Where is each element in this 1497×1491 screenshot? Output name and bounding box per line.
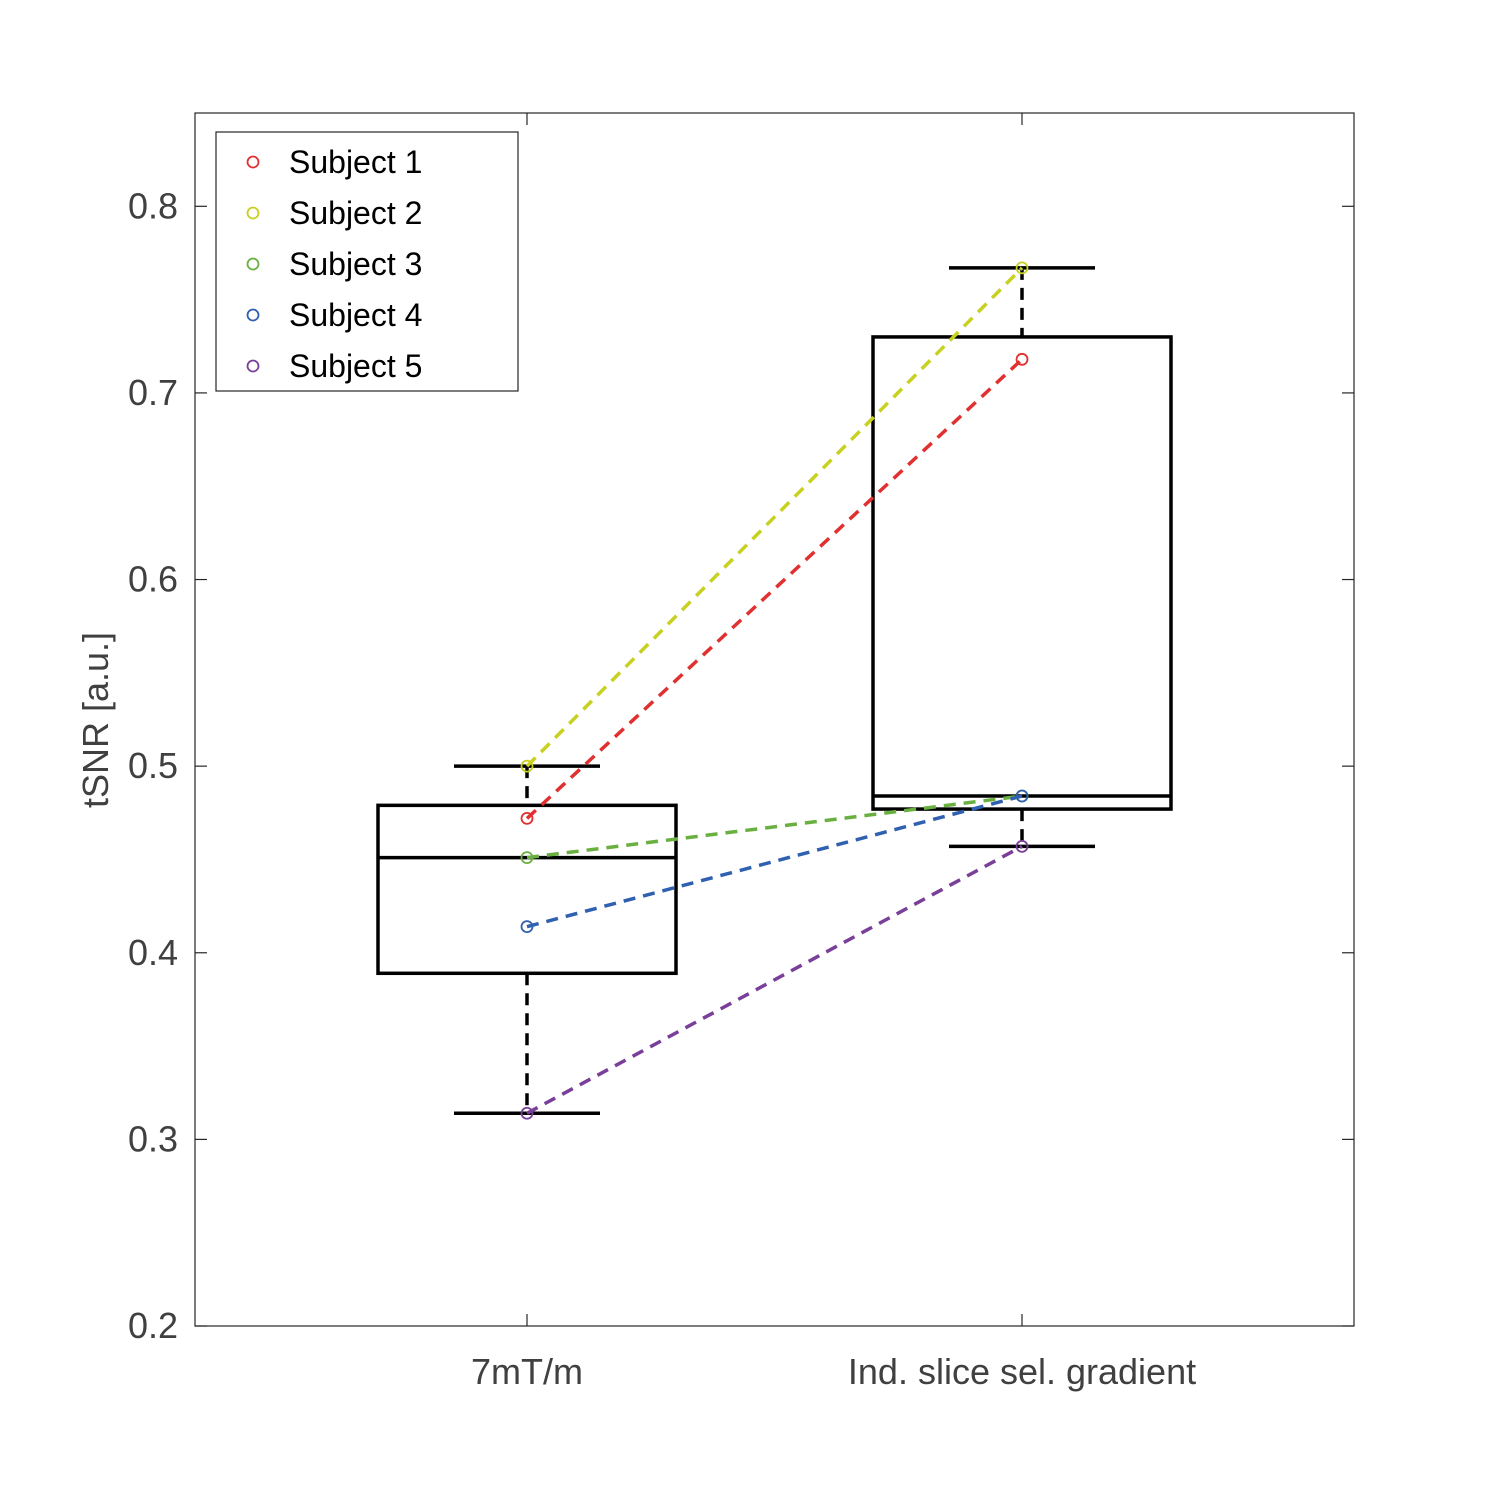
legend-marker	[246, 359, 260, 373]
subject-point	[1015, 839, 1029, 853]
subject-series	[520, 261, 1029, 1120]
subject-point	[520, 812, 534, 825]
legend-label: Subject 3	[289, 246, 422, 282]
y-tick-label: 0.8	[128, 185, 178, 226]
box-iqr	[871, 335, 1173, 811]
subject-line	[526, 844, 1023, 1115]
subject-line	[526, 794, 1023, 860]
legend-label: Subject 4	[289, 297, 422, 333]
legend-box	[215, 131, 519, 392]
legend-label: Subject 2	[289, 195, 422, 231]
legend-marker	[246, 155, 260, 169]
legend-marker	[246, 308, 260, 322]
y-tick-label: 0.2	[128, 1305, 178, 1346]
y-tick-label: 0.7	[128, 372, 178, 413]
subject-point	[520, 1106, 534, 1120]
y-tick-label: 0.6	[128, 559, 178, 600]
subject-line	[525, 358, 1024, 820]
legend-label: Subject 5	[289, 348, 422, 384]
x-axis-ticks: 7mT/m Ind. slice sel. gradient	[471, 113, 1196, 1392]
y-tick-label: 0.5	[128, 745, 178, 786]
subject-point	[520, 920, 534, 934]
legend: Subject 1 Subject 2 Subject 3 Subject 4 Subj…	[215, 131, 519, 392]
x-tick-label: Ind. slice sel. gradient	[848, 1351, 1196, 1392]
x-tick-label: 7mT/m	[471, 1351, 583, 1392]
y-axis-ticks: 0.2 0.3 0.4 0.5 0.6 0.7 0.8	[128, 185, 1354, 1346]
subject-point	[1015, 261, 1029, 275]
subject-point	[1015, 789, 1029, 803]
box-iqr	[376, 803, 678, 976]
y-tick-label: 0.4	[128, 932, 178, 973]
y-tick-label: 0.3	[128, 1118, 178, 1159]
subject-point	[1015, 352, 1029, 366]
subject-point	[520, 851, 534, 864]
legend-marker	[246, 206, 260, 220]
subject-line	[525, 266, 1024, 768]
subject-point	[520, 759, 534, 773]
subject-line	[526, 794, 1023, 929]
legend-marker	[246, 257, 260, 271]
legend-label: Subject 1	[289, 144, 422, 180]
y-axis-label: tSNR [a.u.]	[75, 632, 116, 808]
